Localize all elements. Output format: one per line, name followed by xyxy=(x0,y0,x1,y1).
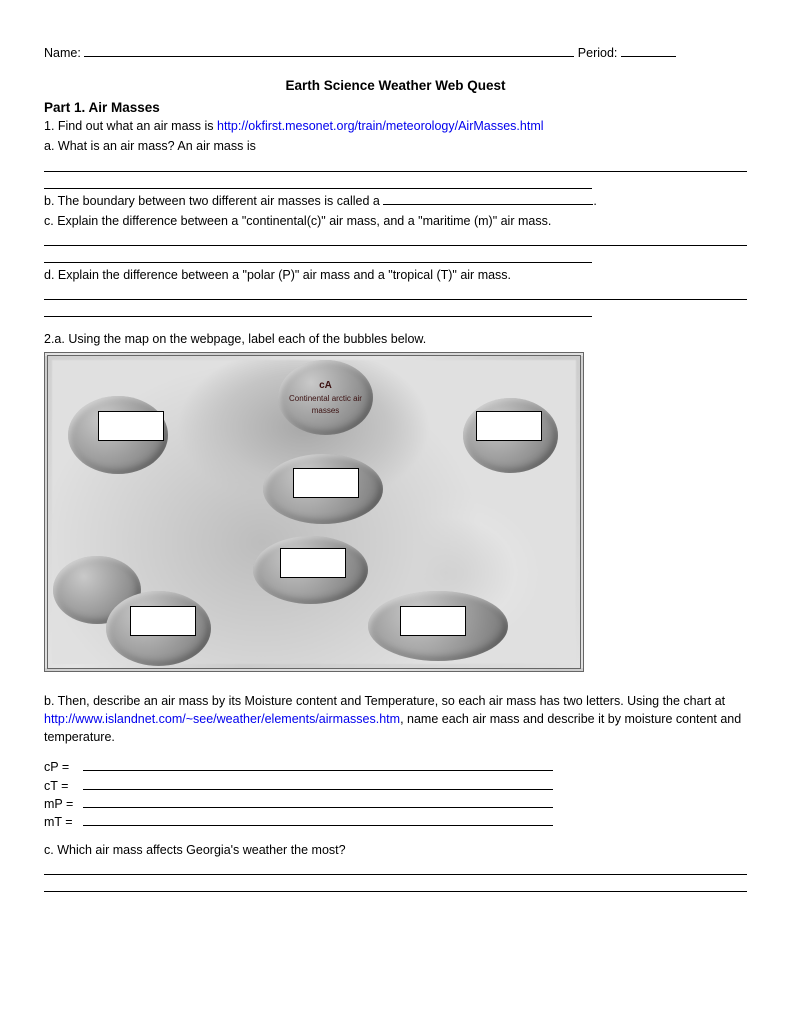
name-blank[interactable] xyxy=(84,46,574,57)
q2b: b. Then, describe an air mass by its Moi… xyxy=(44,692,747,746)
eq-mT-label: mT = xyxy=(44,813,80,831)
label-box[interactable] xyxy=(98,411,164,441)
q1b-post: . xyxy=(593,194,596,208)
q2a: 2.a. Using the map on the webpage, label… xyxy=(44,330,747,348)
answer-blank[interactable] xyxy=(83,815,553,826)
label-box[interactable] xyxy=(130,606,196,636)
eq-cP: cP = xyxy=(44,758,747,776)
q2b-pre: b. Then, describe an air mass by its Moi… xyxy=(44,694,725,708)
answer-blank[interactable] xyxy=(83,779,553,790)
eq-mP: mP = xyxy=(44,795,747,813)
eq-mP-label: mP = xyxy=(44,795,80,813)
answer-blank[interactable] xyxy=(83,797,553,808)
eq-mT: mT = xyxy=(44,813,747,831)
answer-blank-inline[interactable] xyxy=(383,194,593,205)
bubble-cA-text: Continental arctic air masses xyxy=(278,393,373,416)
label-box[interactable] xyxy=(400,606,466,636)
q1d: d. Explain the difference between a "pol… xyxy=(44,266,747,284)
link-airmasses[interactable]: http://okfirst.mesonet.org/train/meteoro… xyxy=(217,119,544,133)
name-label: Name: xyxy=(44,46,81,60)
answer-blank[interactable] xyxy=(44,861,747,875)
label-box[interactable] xyxy=(280,548,346,578)
answer-blank[interactable] xyxy=(44,175,592,189)
header-line: Name: Period: xyxy=(44,44,747,62)
period-blank[interactable] xyxy=(621,46,676,57)
eq-cP-label: cP = xyxy=(44,758,80,776)
q1b: b. The boundary between two different ai… xyxy=(44,192,747,210)
answer-blank[interactable] xyxy=(44,249,592,263)
eq-cT: cT = xyxy=(44,777,747,795)
main-title: Earth Science Weather Web Quest xyxy=(44,76,747,96)
answer-blank[interactable] xyxy=(83,760,553,771)
bubble-cA: cA Continental arctic air masses xyxy=(278,360,373,435)
link-islandnet[interactable]: http://www.islandnet.com/~see/weather/el… xyxy=(44,712,400,726)
q2c: c. Which air mass affects Georgia's weat… xyxy=(44,841,747,859)
q1a: a. What is an air mass? An air mass is xyxy=(44,137,747,155)
answer-blank[interactable] xyxy=(44,232,747,246)
bubble-cA-code: cA xyxy=(319,379,332,394)
part-title: Part 1. Air Masses xyxy=(44,98,747,118)
eq-cT-label: cT = xyxy=(44,777,80,795)
answer-blank[interactable] xyxy=(44,286,747,300)
label-box[interactable] xyxy=(476,411,542,441)
q1b-pre: b. The boundary between two different ai… xyxy=(44,194,383,208)
answer-blank[interactable] xyxy=(44,303,592,317)
answer-blank[interactable] xyxy=(44,158,747,172)
q1-intro-text: 1. Find out what an air mass is xyxy=(44,119,217,133)
air-mass-map: cA Continental arctic air masses xyxy=(44,352,584,672)
worksheet-page: Name: Period: Earth Science Weather Web … xyxy=(0,0,791,1024)
q1-intro: 1. Find out what an air mass is http://o… xyxy=(44,117,747,135)
label-box[interactable] xyxy=(293,468,359,498)
period-label: Period: xyxy=(578,46,618,60)
answer-blank[interactable] xyxy=(44,878,747,892)
q1c: c. Explain the difference between a "con… xyxy=(44,212,747,230)
